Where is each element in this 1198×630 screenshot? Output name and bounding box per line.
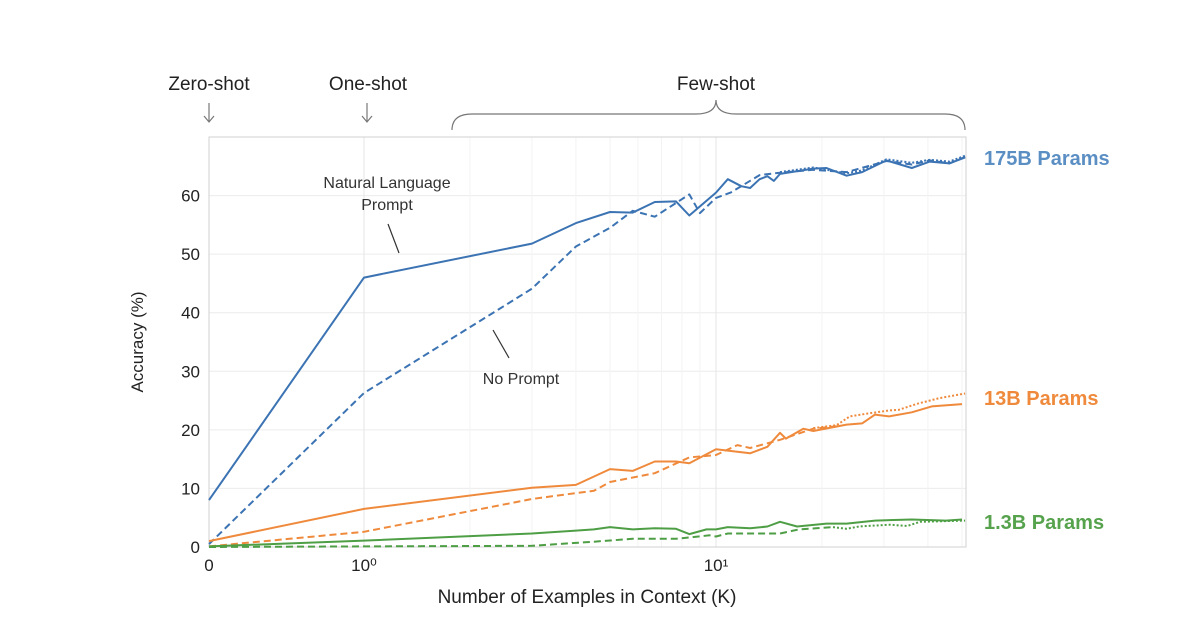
- series-group: [208, 154, 966, 548]
- gridlines: [209, 137, 966, 548]
- one-shot-label: One-shot: [329, 74, 408, 95]
- series-line-13b-paramsdashed: [208, 425, 837, 548]
- one-shot-arrow-icon: [361, 103, 373, 123]
- y-tick-label: 10: [181, 479, 200, 498]
- x-tick-labels: 0 10⁰ 10¹: [204, 556, 728, 575]
- y-tick-label: 50: [181, 245, 200, 264]
- x-axis-label: Number of Examples in Context (K): [438, 587, 737, 608]
- series-line-175b-paramsdashed: [208, 155, 966, 545]
- label-13b-params: 13B Params: [984, 388, 1099, 410]
- x-tick-label: 10⁰: [351, 556, 377, 575]
- zero-shot-label: Zero-shot: [168, 74, 250, 95]
- y-tick-label: 40: [181, 304, 200, 323]
- x-tick-label: 10¹: [704, 556, 729, 575]
- series-line-1-3b-paramsdotted: [832, 519, 966, 530]
- y-tick-label: 30: [181, 362, 200, 381]
- natural-language-annotation-line1: Natural Language: [323, 175, 450, 192]
- y-tick-label: 60: [181, 187, 200, 206]
- y-tick-labels: 0 10 20 30 40 50 60: [181, 187, 200, 557]
- label-1-3b-params: 1.3B Params: [984, 512, 1104, 534]
- zero-shot-arrow-icon: [203, 103, 215, 123]
- y-tick-label: 0: [191, 538, 200, 557]
- x-tick-label: 0: [204, 556, 213, 575]
- y-axis-label: Accuracy (%): [128, 291, 147, 392]
- series-line-175b-paramsdotted: [779, 154, 966, 175]
- no-prompt-annotation: No Prompt: [483, 371, 560, 388]
- few-shot-label: Few-shot: [677, 74, 756, 95]
- few-shot-brace: [451, 99, 966, 131]
- plot-frame: [208, 136, 967, 548]
- no-prompt-leader-line: [492, 329, 510, 359]
- natural-language-leader-line: [387, 223, 400, 254]
- series-line-1-3b-paramsdashed: [208, 526, 834, 548]
- y-tick-label: 20: [181, 421, 200, 440]
- series-line-175b-paramssolid: [208, 156, 966, 501]
- natural-language-annotation-line2: Prompt: [361, 197, 413, 214]
- series-line-13b-paramssolid: [208, 403, 963, 543]
- label-175b-params: 175B Params: [984, 148, 1110, 170]
- series-line-13b-paramsdotted: [813, 392, 966, 430]
- series-line-1-3b-paramssolid: [208, 518, 963, 548]
